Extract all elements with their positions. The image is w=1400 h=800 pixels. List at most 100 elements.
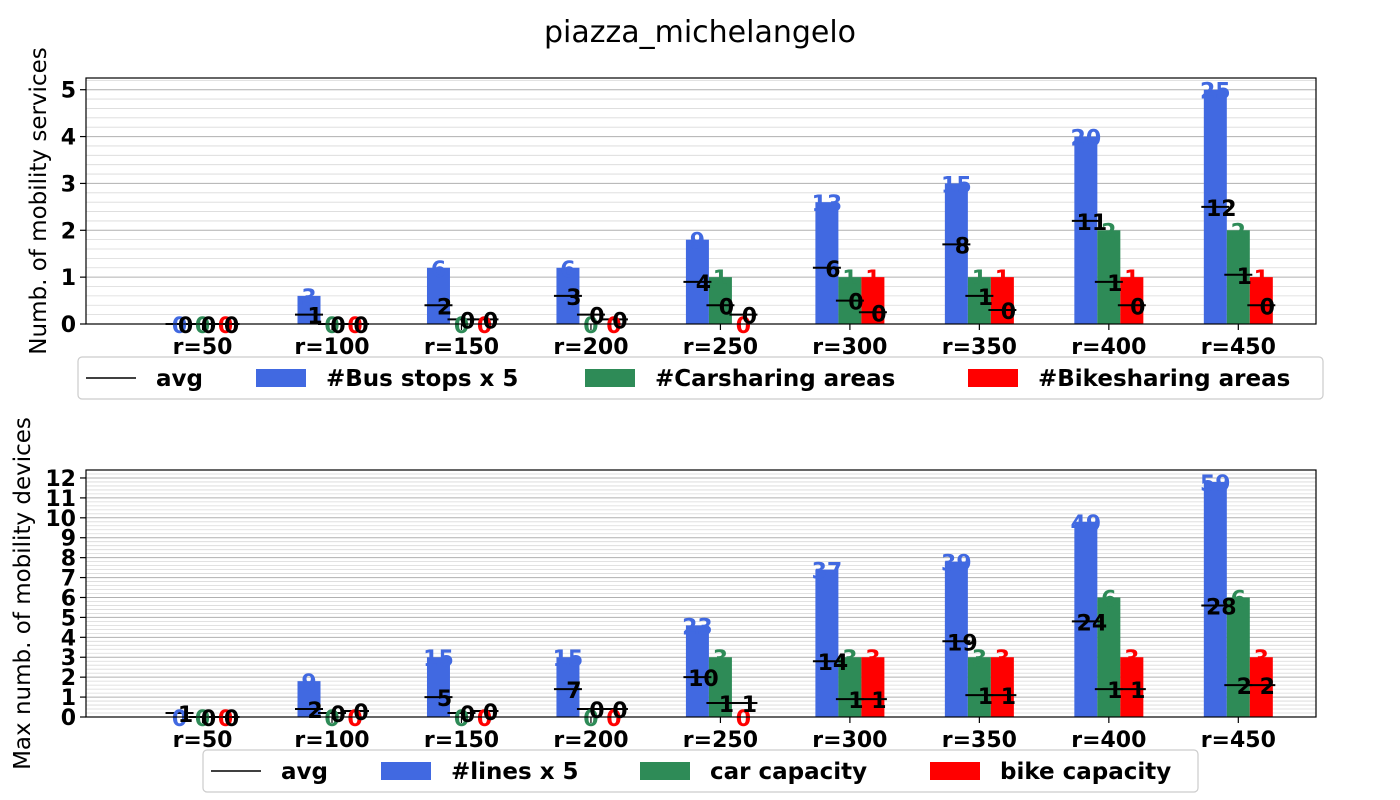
series-3-bars: [861, 657, 1273, 717]
avg-label: 1: [178, 703, 193, 728]
legend-label: car capacity: [710, 759, 867, 785]
legend-label: #Bus stops x 5: [326, 366, 518, 392]
data-label: 0: [218, 707, 233, 732]
data-label: 0: [172, 707, 187, 732]
data-label: 15: [941, 173, 972, 198]
bar: [426, 657, 450, 717]
legend-label: #Bikesharing areas: [1038, 366, 1290, 392]
legend-label: #Carsharing areas: [655, 366, 895, 392]
legend-label: bike capacity: [1000, 759, 1171, 785]
data-label: 20: [1071, 127, 1102, 152]
bar: [1249, 277, 1273, 324]
avg-label: 0: [848, 291, 863, 316]
avg-label: 2: [437, 295, 452, 320]
avg-label: 8: [955, 234, 970, 259]
x-tick-label: r=200: [553, 335, 628, 360]
data-label: 1: [1254, 267, 1269, 292]
data-label: 3: [301, 286, 316, 311]
series-2-bars: [708, 230, 1250, 324]
bar: [426, 267, 450, 324]
x-tick-label: r=350: [942, 335, 1017, 360]
avg-label: 19: [947, 631, 978, 656]
data-label: 1: [865, 267, 880, 292]
bar: [815, 569, 839, 717]
series-1-bars: [297, 481, 1227, 717]
avg-label: 24: [1077, 611, 1108, 636]
data-label: 0: [736, 707, 751, 732]
y-tick-label: 0: [61, 706, 76, 731]
y-tick-label: 4: [61, 126, 76, 151]
avg-label: 1: [978, 286, 993, 311]
avg-label: 0: [330, 314, 345, 339]
x-tick-label: r=150: [424, 728, 499, 753]
avg-label: 6: [825, 258, 840, 283]
x-tick-label: r=50: [173, 728, 233, 753]
avg-label: 0: [589, 305, 604, 330]
avg-label: 0: [719, 295, 734, 320]
data-label: 9: [690, 230, 705, 255]
avg-label: 1: [1107, 679, 1122, 704]
x-tick-label: r=100: [294, 335, 369, 360]
avg-label: 0: [330, 703, 345, 728]
avg-label: 1: [719, 693, 734, 718]
data-label: 1: [972, 267, 987, 292]
data-label: 9: [301, 671, 316, 696]
x-tick-label: r=50: [173, 335, 233, 360]
y-tick-label: 9: [61, 527, 76, 552]
avg-label: 0: [201, 707, 216, 732]
bar: [1226, 230, 1250, 324]
avg-label: 0: [612, 309, 627, 334]
bar: [1249, 657, 1273, 717]
data-label: 6: [1101, 587, 1116, 612]
legend-swatch: [968, 369, 1018, 387]
x-tick-label: r=150: [424, 335, 499, 360]
data-label: 3: [972, 647, 987, 672]
avg-label: 0: [871, 302, 886, 327]
y-tick-label: 10: [45, 507, 76, 532]
bar: [990, 657, 1014, 717]
bar: [944, 183, 968, 324]
legend-swatch: [256, 369, 306, 387]
avg-label: 0: [201, 314, 216, 339]
data-label: 2: [1101, 220, 1116, 245]
avg-label: 11: [1077, 211, 1108, 236]
avg-label: 1: [1107, 272, 1122, 297]
avg-label: 28: [1206, 595, 1237, 620]
legend-label: avg: [156, 366, 203, 392]
legend-box: [202, 749, 1199, 793]
series-1-bars: [297, 89, 1227, 324]
series-3-bars: [861, 277, 1273, 324]
avg-label: 2: [1260, 675, 1275, 700]
data-label: 6: [431, 258, 446, 283]
avg-label: 0: [178, 314, 193, 339]
chart-title: piazza_michelangelo: [544, 15, 856, 50]
data-label: 25: [1200, 80, 1231, 105]
avg-label: 1: [1237, 265, 1252, 290]
avg-label: 10: [688, 667, 719, 692]
avg-label: 7: [566, 679, 581, 704]
data-label: 15: [553, 647, 584, 672]
bar: [556, 657, 580, 717]
bar: [1097, 597, 1121, 717]
data-label: 0: [606, 707, 621, 732]
x-tick-label: r=300: [812, 335, 887, 360]
bar: [708, 277, 732, 324]
x-tick-label: r=300: [812, 728, 887, 753]
bar: [1120, 277, 1144, 324]
bar: [1203, 481, 1227, 717]
x-ticks: r=50 r=100 r=150 r=200 r=250 r=300 r=350 r=400 r…: [173, 324, 1276, 360]
avg-label: 5: [437, 687, 452, 712]
x-tick-label: r=200: [553, 728, 628, 753]
avg-label: 0: [224, 314, 239, 339]
legend-swatch: [930, 762, 980, 780]
bar: [967, 657, 991, 717]
legend-label: #lines x 5: [451, 759, 579, 785]
data-label: 49: [1071, 512, 1102, 537]
data-label: 0: [218, 314, 233, 339]
avg-label: 0: [1260, 295, 1275, 320]
y-tick-label: 2: [61, 666, 76, 691]
